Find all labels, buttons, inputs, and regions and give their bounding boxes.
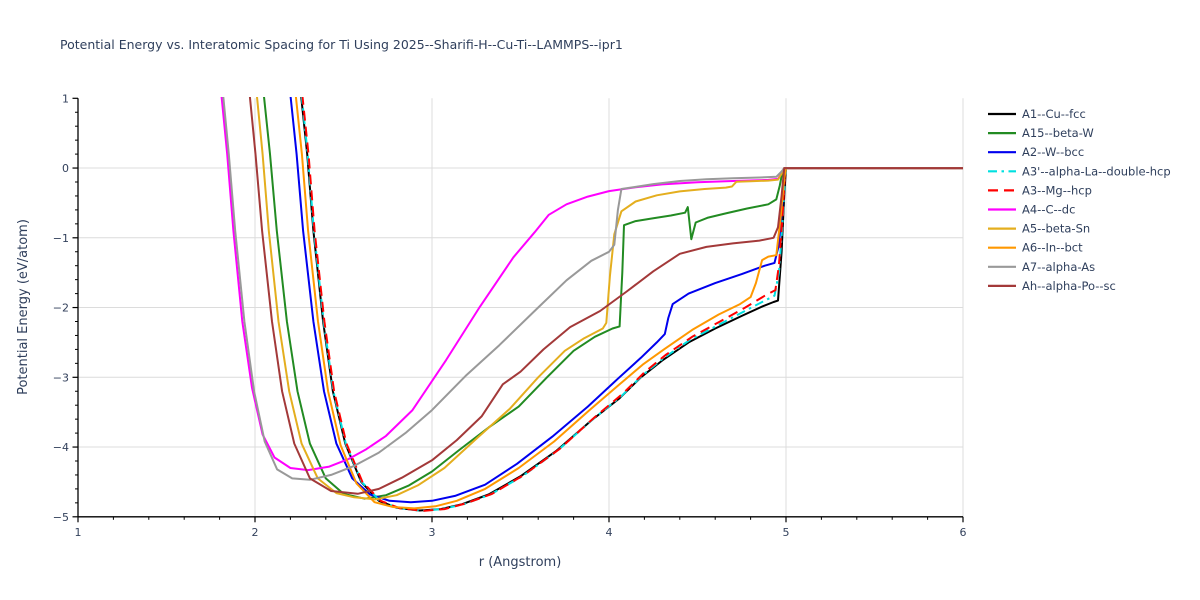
legend-label: A4--C--dc [1022,203,1075,217]
series-line-A3'--alpha-La--double-hcp [300,97,963,512]
series-line-A15--beta-W [263,97,963,500]
legend-item-A3'--alpha-La--double-hcp: A3'--alpha-La--double-hcp [988,164,1171,178]
legend-label: Ah--alpha-Po--sc [1022,279,1116,293]
legend-label: A3--Mg--hcp [1022,183,1092,197]
legend-item-A5--beta-Sn: A5--beta-Sn [988,222,1090,236]
tick-label-layer: 1 2 3 4 5 6 1 0 −1 −2 −3 −4 −5 [53,92,967,539]
legend-label: A5--beta-Sn [1022,222,1090,236]
series-line-A5--beta-Sn [256,97,963,501]
x-axis-title: r (Angstrom) [479,555,562,570]
series-line-A7--alpha-As [222,97,963,481]
x-tick-label: 2 [252,526,259,539]
legend-item-A1--Cu--fcc: A1--Cu--fcc [988,107,1086,121]
x-tick-label: 6 [960,526,967,539]
y-tick-label: 0 [62,162,69,175]
grid-layer [78,98,964,517]
legend: A1--Cu--fcc A15--beta-W A2--W--bcc A3'--alp… [988,107,1171,293]
axis-layer [72,97,964,523]
y-tick-label: −4 [53,441,69,454]
y-tick-label: −5 [53,511,69,524]
series-layer [220,97,963,512]
series-line-A6--In--bct [294,97,963,510]
legend-label: A6--In--bct [1022,241,1083,255]
legend-label: A2--W--bcc [1022,145,1084,159]
series-line-Ah--alpha-Po--sc [248,97,963,495]
legend-label: A1--Cu--fcc [1022,107,1086,121]
x-tick-label: 3 [429,526,436,539]
y-tick-label: −1 [53,232,69,245]
legend-item-A3--Mg--hcp: A3--Mg--hcp [988,183,1092,197]
series-line-A2--W--bcc [289,97,963,504]
legend-label: A7--alpha-As [1022,260,1095,274]
legend-item-Ah--alpha-Po--sc: Ah--alpha-Po--sc [988,279,1116,293]
legend-item-A4--C--dc: A4--C--dc [988,203,1075,217]
x-tick-label: 5 [783,526,790,539]
y-tick-label: 1 [62,92,69,105]
x-tick-label: 4 [606,526,613,539]
y-tick-label: −2 [53,302,69,315]
legend-item-A2--W--bcc: A2--W--bcc [988,145,1084,159]
legend-item-A15--beta-W: A15--beta-W [988,126,1094,140]
legend-label: A3'--alpha-La--double-hcp [1022,164,1171,178]
chart-title: Potential Energy vs. Interatomic Spacing… [60,37,623,52]
legend-label: A15--beta-W [1022,126,1094,140]
legend-item-A7--alpha-As: A7--alpha-As [988,260,1095,274]
y-tick-label: −3 [53,371,69,384]
series-line-A1--Cu--fcc [300,97,963,512]
series-line-A3--Mg--hcp [301,97,963,512]
legend-item-A6--In--bct: A6--In--bct [988,241,1083,255]
x-tick-label: 1 [75,526,82,539]
y-axis-title: Potential Energy (eV/atom) [16,219,31,395]
